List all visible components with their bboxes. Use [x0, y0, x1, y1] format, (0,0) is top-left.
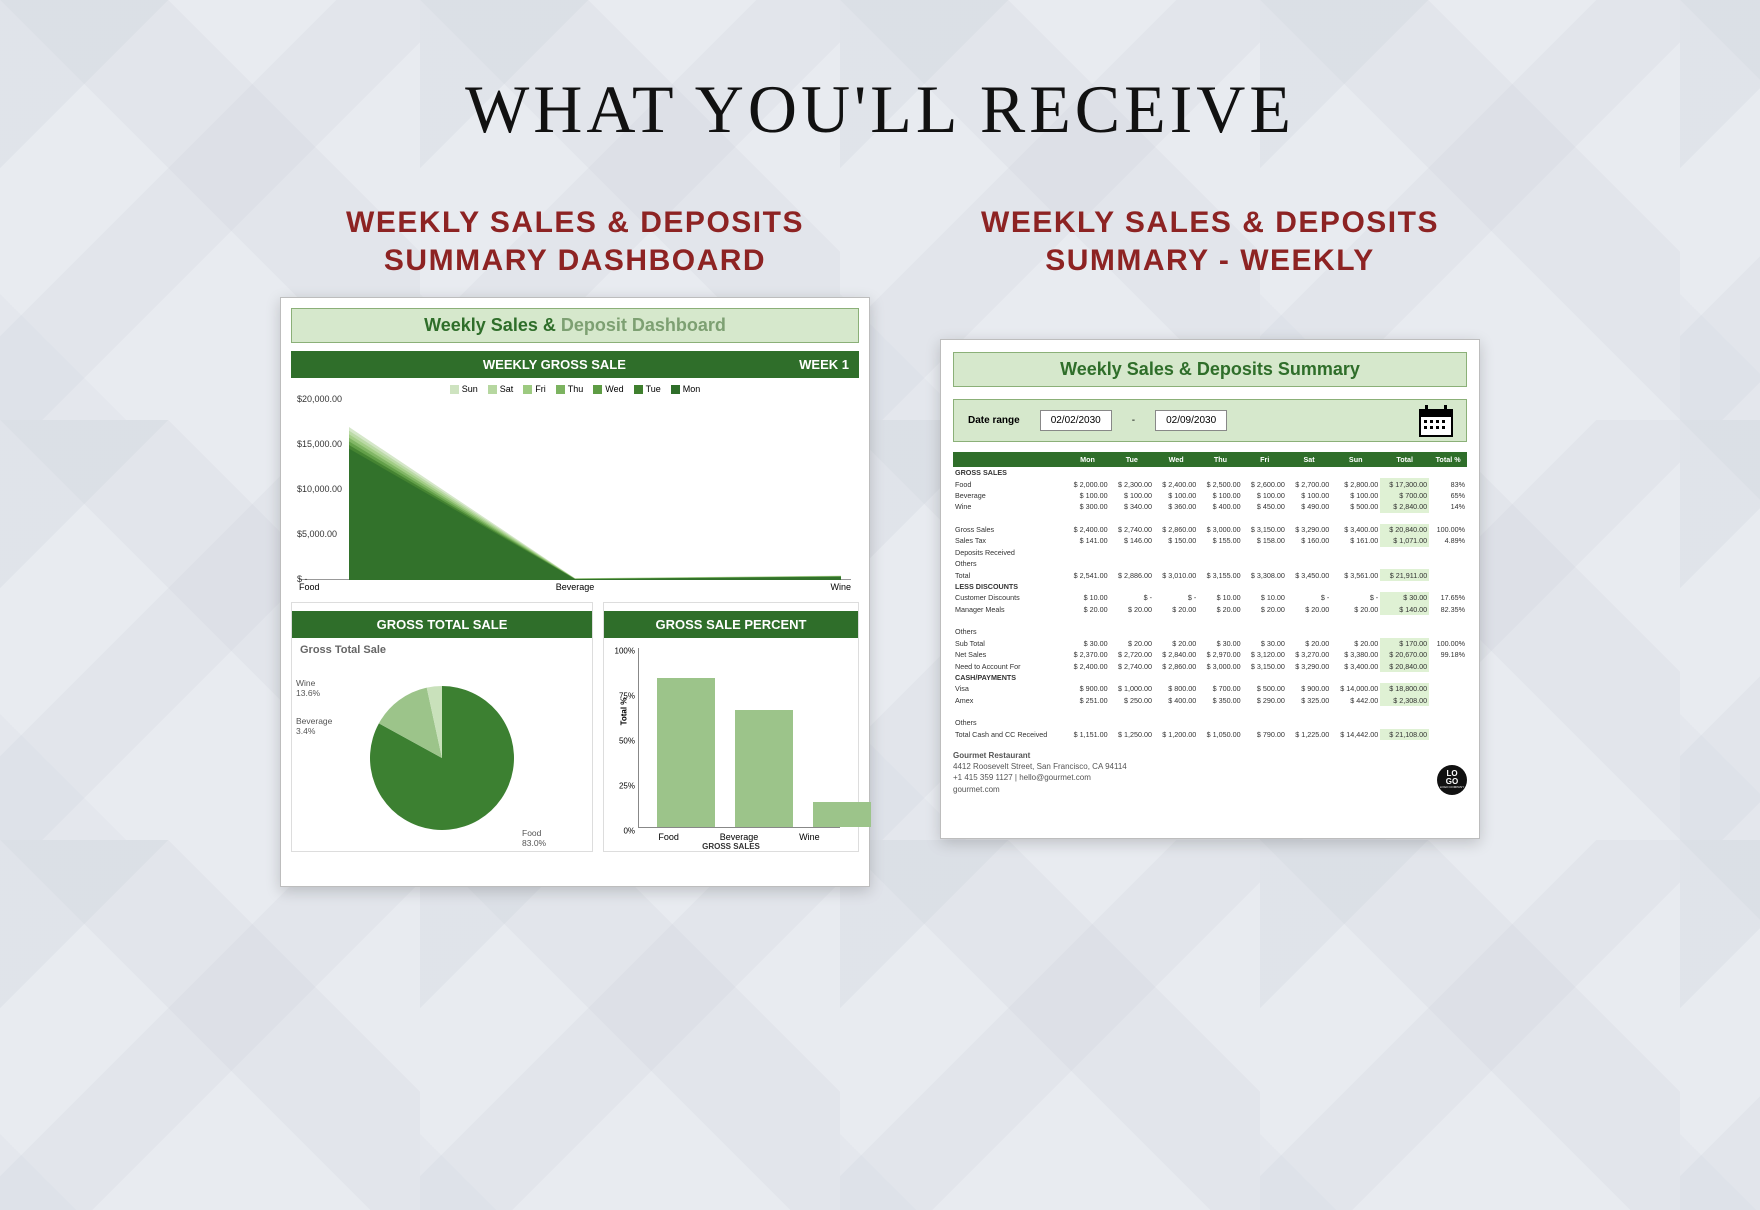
barpct-x-title: GROSS SALES — [604, 842, 858, 851]
calendar-icon — [1418, 404, 1454, 441]
left-title-line1: WEEKLY SALES & DEPOSITS — [346, 206, 804, 239]
legend-fri: Fri — [523, 384, 546, 394]
panels-row: WEEKLY SALES & DEPOSITS SUMMARY DASHBOAR… — [0, 204, 1760, 887]
pie-subtitle: Gross Total Sale — [292, 638, 592, 658]
report-title-band: Weekly Sales & Deposits Summary — [953, 352, 1467, 387]
right-title-line1: WEEKLY SALES & DEPOSITS — [981, 206, 1439, 239]
footer-site: gourmet.com — [953, 784, 1467, 795]
legend-mon: Mon — [671, 384, 701, 394]
week-label: WEEK 1 — [799, 357, 849, 372]
line-chart: $20,000.00$15,000.00$10,000.00$5,000.00$… — [299, 400, 851, 580]
barpct-title-bar: GROSS SALE PERCENT — [604, 611, 858, 638]
dashboard-sheet: Weekly Sales & Deposit Dashboard X WEEKL… — [280, 297, 870, 887]
dashboard-title-band: Weekly Sales & Deposit Dashboard — [291, 308, 859, 343]
bottom-row: GROSS TOTAL SALE Gross Total Sale Wine13… — [291, 602, 859, 852]
bar-xlabels: Food Beverage Wine — [638, 832, 840, 842]
legend-tue: Tue — [634, 384, 661, 394]
page-title: WHAT YOU'LL RECEIVE — [0, 70, 1760, 149]
date-to[interactable]: 02/09/2030 — [1155, 410, 1227, 431]
pie-title-bar: GROSS TOTAL SALE — [292, 611, 592, 638]
right-panel: WEEKLY SALES & DEPOSITS SUMMARY - WEEKLY… — [940, 204, 1480, 887]
date-range-label: Date range — [968, 415, 1020, 426]
barpct-y-title: Total % — [619, 698, 628, 726]
report-table: MonTueWedThuFriSatSunTotalTotal %GROSS S… — [953, 452, 1467, 740]
barpct-panel: GROSS SALE PERCENT Total % 100%75%50%25%… — [603, 602, 859, 852]
band-text2: Deposit Dashboard — [561, 315, 726, 335]
legend-sun: Sun — [450, 384, 478, 394]
bx-wine: Wine — [799, 832, 820, 842]
date-range-row: Date range 02/02/2030 - 02/09/2030 — [953, 399, 1467, 442]
bx-food: Food — [658, 832, 679, 842]
footer-name: Gourmet Restaurant — [953, 750, 1467, 761]
date-from[interactable]: 02/02/2030 — [1040, 410, 1112, 431]
gross-sale-title: WEEKLY GROSS SALE — [483, 357, 626, 372]
logo-l3: LOGO COMPANY — [1440, 786, 1464, 789]
barpct-bar-title: GROSS SALE PERCENT — [656, 617, 807, 632]
left-title-line2: SUMMARY DASHBOARD — [384, 244, 766, 277]
report-band-text: Weekly Sales & Deposits Summary — [1060, 359, 1360, 379]
right-panel-title: WEEKLY SALES & DEPOSITS SUMMARY - WEEKLY — [981, 204, 1439, 279]
x-wine: Wine — [830, 582, 851, 592]
left-panel: WEEKLY SALES & DEPOSITS SUMMARY DASHBOAR… — [280, 204, 870, 887]
gross-sale-bar: X WEEKLY GROSS SALE WEEK 1 — [291, 351, 859, 378]
footer-addr: 4412 Roosevelt Street, San Francisco, CA… — [953, 761, 1467, 772]
line-legend: Sun Sat Fri Thu Wed Tue Mon — [291, 378, 859, 400]
band-text1: Weekly Sales — [424, 315, 538, 335]
legend-wed: Wed — [593, 384, 623, 394]
report-sheet: Weekly Sales & Deposits Summary Date ran… — [940, 339, 1480, 839]
bar-chart: 100%75%50%25%0% — [638, 648, 840, 828]
band-amp: & — [538, 315, 561, 335]
report-footer: Gourmet Restaurant 4412 Roosevelt Street… — [953, 750, 1467, 795]
left-panel-title: WEEKLY SALES & DEPOSITS SUMMARY DASHBOAR… — [346, 204, 804, 279]
pie-chart: Wine13.6%Beverage3.4%Food83.0% — [292, 658, 592, 848]
date-sep: - — [1132, 415, 1135, 426]
footer-phone: +1 415 359 1127 | hello@gourmet.com — [953, 772, 1467, 783]
x-beverage: Beverage — [556, 582, 595, 592]
line-xlabels: Food Beverage Wine — [291, 580, 859, 592]
logo-icon: LO GO LOGO COMPANY — [1437, 765, 1467, 795]
pie-panel: GROSS TOTAL SALE Gross Total Sale Wine13… — [291, 602, 593, 852]
right-title-line2: SUMMARY - WEEKLY — [1045, 244, 1375, 277]
pie-bar-title: GROSS TOTAL SALE — [377, 617, 508, 632]
legend-sat: Sat — [488, 384, 514, 394]
bx-bev: Beverage — [720, 832, 759, 842]
legend-thu: Thu — [556, 384, 584, 394]
